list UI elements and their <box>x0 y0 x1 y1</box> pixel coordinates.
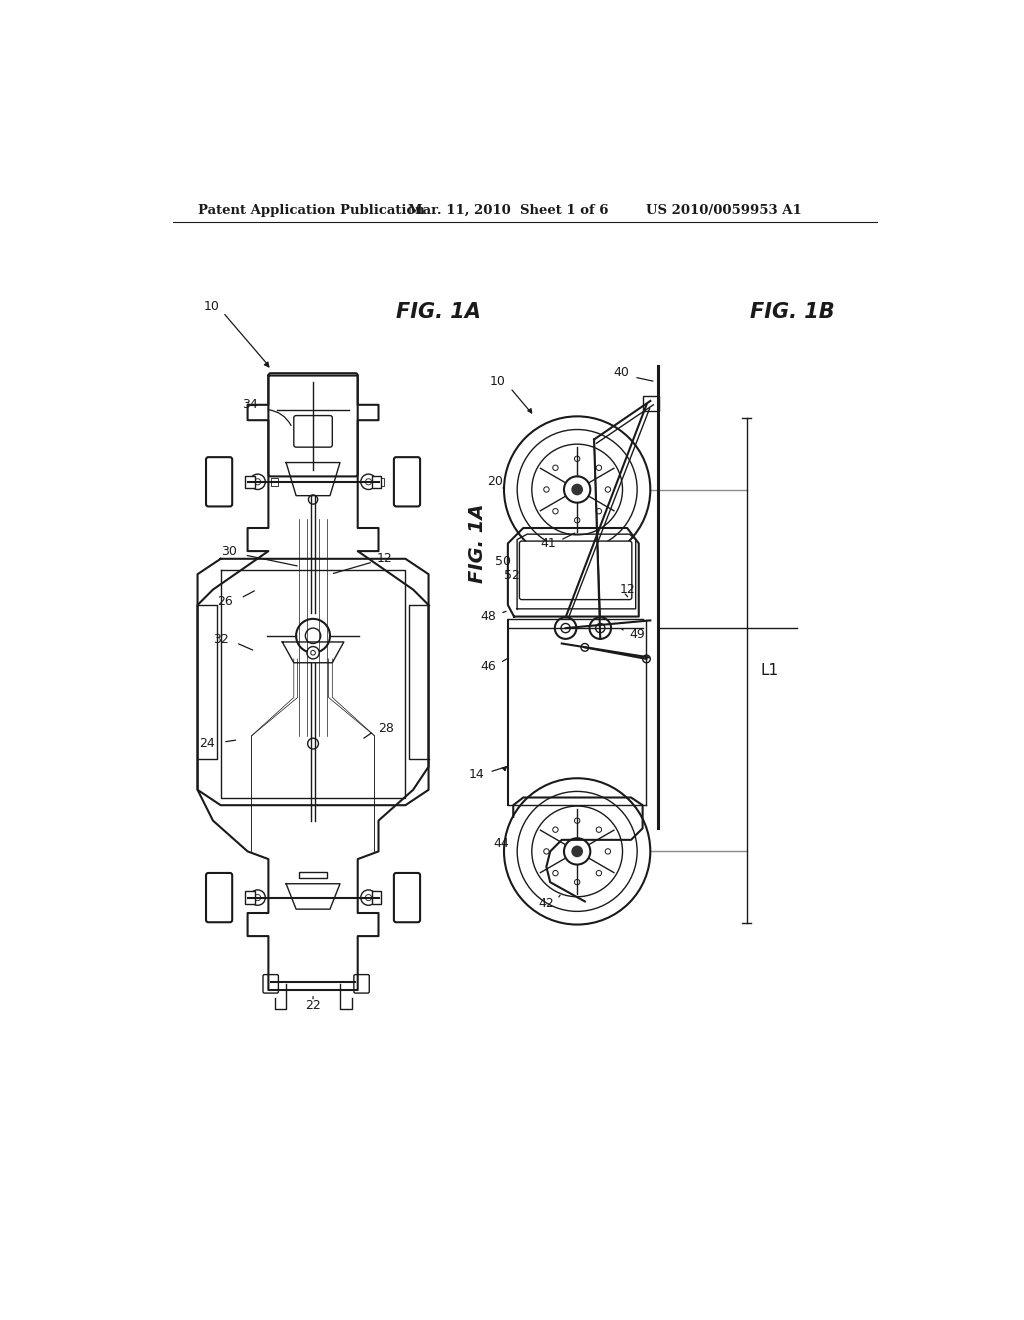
FancyBboxPatch shape <box>519 541 632 599</box>
Circle shape <box>360 474 376 490</box>
Circle shape <box>544 849 549 854</box>
Circle shape <box>553 465 558 470</box>
Circle shape <box>574 517 580 523</box>
Text: 12: 12 <box>620 583 635 597</box>
Circle shape <box>553 508 558 513</box>
Text: US 2010/0059953 A1: US 2010/0059953 A1 <box>646 205 802 218</box>
FancyBboxPatch shape <box>394 873 420 923</box>
Circle shape <box>605 487 610 492</box>
Circle shape <box>366 479 372 484</box>
Circle shape <box>544 487 549 492</box>
Text: 42: 42 <box>539 898 554 911</box>
Circle shape <box>574 879 580 884</box>
Circle shape <box>571 846 583 857</box>
Text: FIG. 1A: FIG. 1A <box>396 302 481 322</box>
FancyBboxPatch shape <box>268 374 357 477</box>
Circle shape <box>605 849 610 854</box>
Circle shape <box>571 483 583 495</box>
Bar <box>246 475 255 488</box>
Text: 12: 12 <box>377 552 393 565</box>
Circle shape <box>366 895 372 900</box>
Text: Patent Application Publication: Patent Application Publication <box>199 205 425 218</box>
Circle shape <box>504 416 650 562</box>
Circle shape <box>596 828 601 833</box>
Text: Mar. 11, 2010  Sheet 1 of 6: Mar. 11, 2010 Sheet 1 of 6 <box>408 205 608 218</box>
Text: FIG. 1A: FIG. 1A <box>468 504 486 583</box>
Circle shape <box>307 738 318 748</box>
Text: 28: 28 <box>379 722 394 735</box>
Circle shape <box>531 444 623 535</box>
FancyBboxPatch shape <box>299 873 327 878</box>
Circle shape <box>596 623 605 632</box>
Circle shape <box>574 457 580 462</box>
Text: 52: 52 <box>504 569 519 582</box>
FancyBboxPatch shape <box>294 416 333 447</box>
Text: 50: 50 <box>495 556 511 569</box>
Circle shape <box>307 647 319 659</box>
Circle shape <box>596 508 601 513</box>
Bar <box>246 891 255 904</box>
Text: 24: 24 <box>200 737 215 750</box>
Circle shape <box>250 890 265 906</box>
FancyBboxPatch shape <box>376 478 384 486</box>
Circle shape <box>555 618 577 639</box>
Text: 44: 44 <box>494 837 509 850</box>
Text: 49: 49 <box>630 628 645 640</box>
FancyBboxPatch shape <box>354 974 370 993</box>
Circle shape <box>255 895 261 900</box>
Text: 14: 14 <box>469 768 484 781</box>
Text: FIG. 1B: FIG. 1B <box>751 302 836 322</box>
Text: 40: 40 <box>613 366 630 379</box>
FancyBboxPatch shape <box>270 478 279 486</box>
Circle shape <box>590 618 611 639</box>
Text: 10: 10 <box>489 375 506 388</box>
Bar <box>372 475 381 488</box>
Text: 22: 22 <box>305 999 321 1012</box>
FancyBboxPatch shape <box>206 873 232 923</box>
Text: 20: 20 <box>487 475 503 488</box>
Circle shape <box>504 779 650 924</box>
Circle shape <box>310 651 315 655</box>
Circle shape <box>561 623 570 632</box>
Circle shape <box>553 828 558 833</box>
Text: 26: 26 <box>217 594 233 607</box>
Circle shape <box>517 429 637 549</box>
Circle shape <box>255 479 261 484</box>
Text: L1: L1 <box>761 663 778 678</box>
Bar <box>372 891 381 904</box>
Circle shape <box>250 474 265 490</box>
Circle shape <box>643 655 650 663</box>
Circle shape <box>296 619 330 653</box>
Circle shape <box>517 792 637 911</box>
Circle shape <box>564 477 590 503</box>
Circle shape <box>553 870 558 875</box>
Circle shape <box>531 807 623 896</box>
Circle shape <box>564 838 590 865</box>
Circle shape <box>596 870 601 875</box>
Text: 41: 41 <box>541 537 556 550</box>
Text: 48: 48 <box>480 610 497 623</box>
FancyBboxPatch shape <box>299 451 327 457</box>
FancyBboxPatch shape <box>206 457 232 507</box>
Circle shape <box>581 644 589 651</box>
Text: 46: 46 <box>480 660 497 673</box>
Text: 30: 30 <box>221 545 237 557</box>
Circle shape <box>305 628 321 644</box>
Circle shape <box>596 465 601 470</box>
Text: 10: 10 <box>203 300 219 313</box>
FancyBboxPatch shape <box>394 457 420 507</box>
FancyBboxPatch shape <box>643 396 658 411</box>
Text: 32: 32 <box>213 634 228 647</box>
Text: 34: 34 <box>242 399 258 412</box>
FancyBboxPatch shape <box>263 974 279 993</box>
Circle shape <box>308 495 317 504</box>
Circle shape <box>360 890 376 906</box>
Circle shape <box>574 818 580 824</box>
